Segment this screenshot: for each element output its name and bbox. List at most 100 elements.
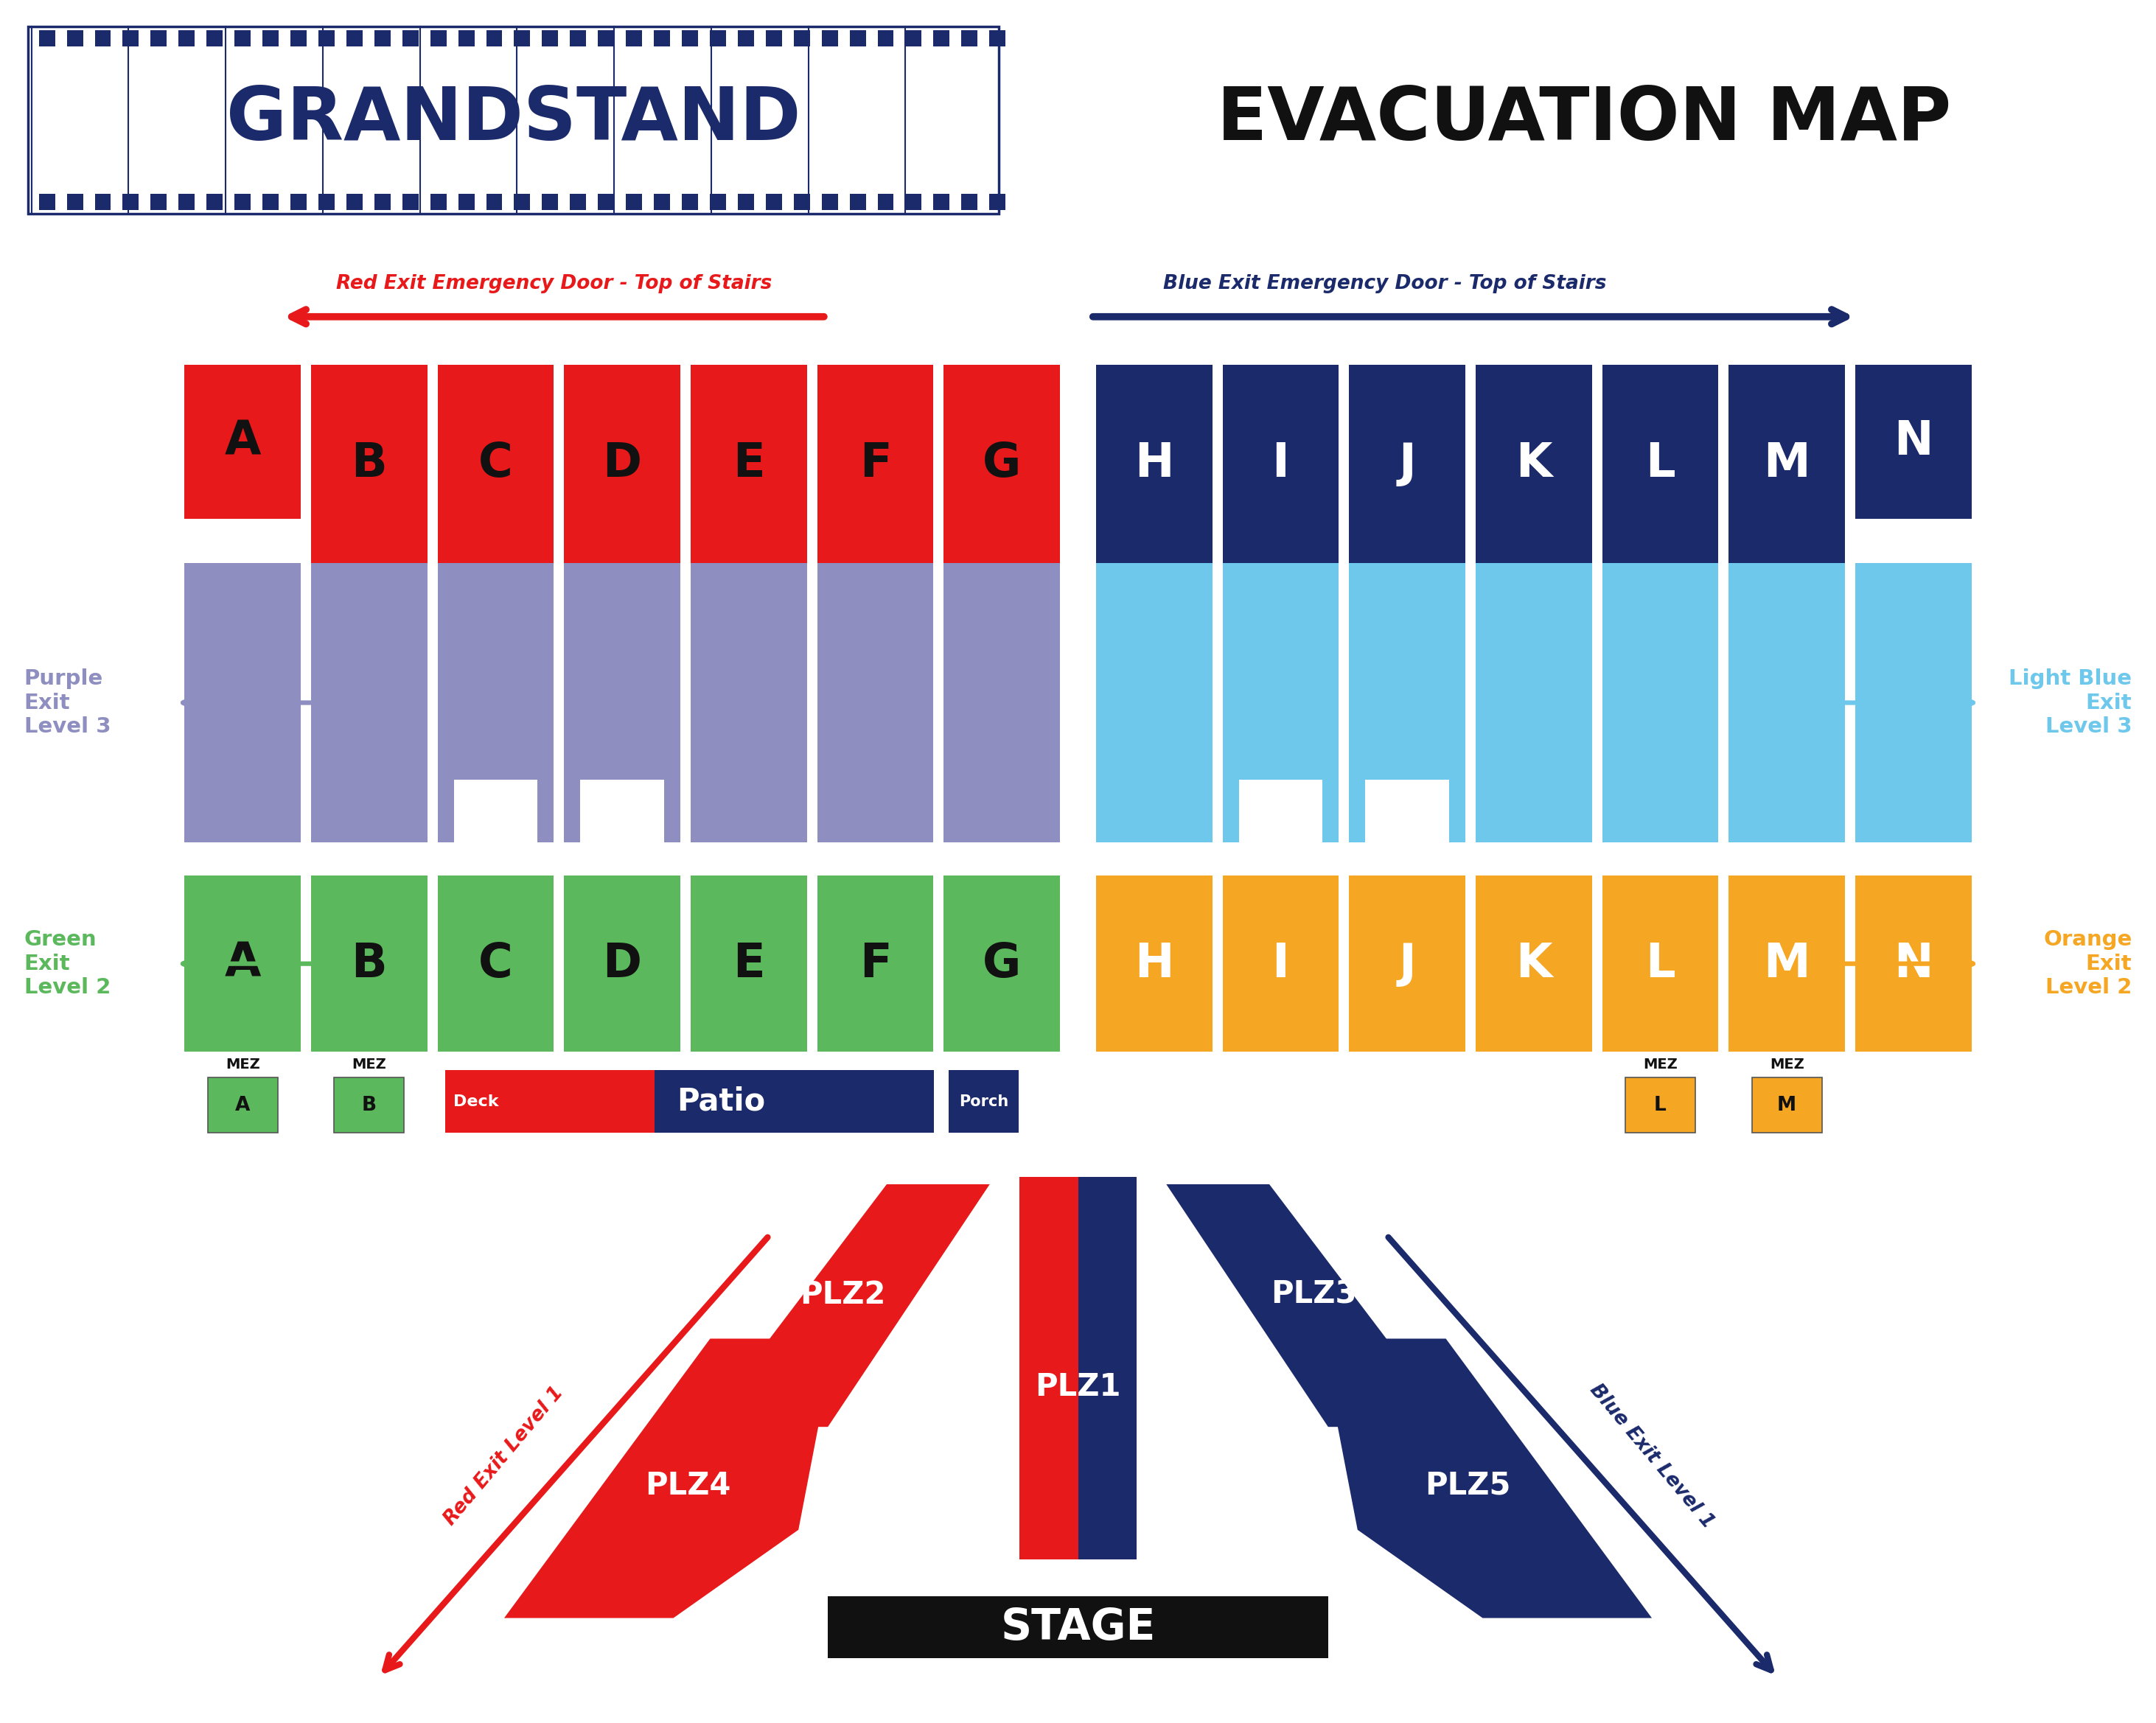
Bar bbox=[310, 875, 427, 1053]
Bar bbox=[625, 29, 642, 47]
Bar bbox=[690, 365, 806, 563]
Bar bbox=[207, 195, 222, 210]
Bar bbox=[597, 195, 614, 210]
Bar bbox=[1240, 781, 1322, 843]
Bar bbox=[949, 1070, 1020, 1132]
Bar bbox=[1350, 563, 1466, 843]
Bar bbox=[67, 29, 82, 47]
Bar bbox=[179, 29, 194, 47]
Text: A: A bbox=[235, 1096, 250, 1115]
Bar bbox=[263, 29, 278, 47]
Text: Light Blue
Exit
Level 3: Light Blue Exit Level 3 bbox=[2009, 669, 2132, 737]
Bar bbox=[95, 29, 110, 47]
Text: J: J bbox=[1399, 941, 1416, 987]
Bar bbox=[179, 195, 194, 210]
Bar bbox=[737, 195, 755, 210]
Text: E: E bbox=[733, 441, 765, 486]
Bar bbox=[185, 365, 300, 519]
Bar bbox=[375, 29, 390, 47]
Bar bbox=[431, 195, 446, 210]
Bar bbox=[507, 1070, 655, 1132]
Bar bbox=[438, 365, 554, 563]
Text: H: H bbox=[1134, 941, 1173, 987]
Bar bbox=[95, 195, 110, 210]
Bar bbox=[207, 29, 222, 47]
Text: Deck: Deck bbox=[453, 1094, 498, 1110]
Bar bbox=[681, 195, 699, 210]
Bar bbox=[1626, 1077, 1695, 1132]
Bar bbox=[207, 1077, 278, 1132]
Bar bbox=[625, 195, 642, 210]
Text: MEZ: MEZ bbox=[226, 1058, 261, 1072]
Text: B: B bbox=[351, 941, 388, 987]
Bar bbox=[1602, 563, 1718, 843]
Bar bbox=[765, 195, 783, 210]
Bar bbox=[438, 875, 554, 1053]
Text: K: K bbox=[1516, 441, 1552, 486]
Bar bbox=[185, 875, 300, 1053]
Bar bbox=[444, 1070, 507, 1132]
Bar bbox=[944, 875, 1061, 1053]
Bar bbox=[347, 29, 362, 47]
Text: EVACUATION MAP: EVACUATION MAP bbox=[1216, 84, 1951, 155]
Bar bbox=[310, 365, 427, 563]
Bar bbox=[1856, 365, 1971, 519]
Text: K: K bbox=[1516, 941, 1552, 987]
Bar bbox=[944, 365, 1061, 563]
Polygon shape bbox=[703, 1184, 990, 1427]
Bar bbox=[1602, 875, 1718, 1053]
Bar bbox=[944, 563, 1061, 843]
Text: D: D bbox=[604, 941, 642, 987]
Bar bbox=[1729, 365, 1846, 563]
Bar bbox=[1095, 563, 1212, 843]
Bar bbox=[709, 195, 727, 210]
Polygon shape bbox=[505, 1339, 834, 1618]
Bar bbox=[185, 563, 300, 843]
Bar bbox=[765, 29, 783, 47]
Text: A: A bbox=[224, 941, 261, 987]
Bar bbox=[906, 195, 921, 210]
Bar bbox=[569, 195, 586, 210]
Bar bbox=[1095, 875, 1212, 1053]
Bar bbox=[459, 195, 474, 210]
Bar bbox=[1729, 563, 1846, 843]
Bar bbox=[347, 195, 362, 210]
Text: H: H bbox=[1134, 441, 1173, 486]
Bar bbox=[1753, 1077, 1822, 1132]
Bar bbox=[1475, 563, 1591, 843]
Text: M: M bbox=[1777, 1096, 1796, 1115]
Bar bbox=[1475, 365, 1591, 563]
Text: PLZ2: PLZ2 bbox=[800, 1278, 886, 1309]
Text: N: N bbox=[1893, 419, 1934, 465]
Text: PLZ5: PLZ5 bbox=[1425, 1470, 1511, 1501]
Bar bbox=[291, 195, 306, 210]
Bar bbox=[513, 195, 530, 210]
Bar bbox=[817, 563, 934, 843]
Bar bbox=[817, 875, 934, 1053]
Bar bbox=[1729, 875, 1846, 1053]
Bar bbox=[403, 29, 418, 47]
Bar bbox=[459, 29, 474, 47]
Text: I: I bbox=[1272, 941, 1289, 987]
Text: Green
Exit
Level 2: Green Exit Level 2 bbox=[24, 929, 110, 998]
Text: PLZ4: PLZ4 bbox=[645, 1470, 731, 1501]
Text: MEZ: MEZ bbox=[1643, 1058, 1677, 1072]
Bar bbox=[235, 29, 250, 47]
Text: MEZ: MEZ bbox=[351, 1058, 386, 1072]
Bar bbox=[906, 29, 921, 47]
Bar bbox=[1602, 365, 1718, 563]
Text: Blue Exit Emergency Door - Top of Stairs: Blue Exit Emergency Door - Top of Stairs bbox=[1164, 274, 1606, 293]
Text: Red Exit Emergency Door - Top of Stairs: Red Exit Emergency Door - Top of Stairs bbox=[336, 274, 772, 293]
Bar bbox=[1222, 563, 1339, 843]
Text: L: L bbox=[1645, 441, 1675, 486]
Text: B: B bbox=[362, 1096, 377, 1115]
Text: MEZ: MEZ bbox=[1770, 1058, 1805, 1072]
Text: M: M bbox=[1764, 941, 1811, 987]
Bar bbox=[1856, 875, 1971, 1053]
Bar bbox=[1222, 875, 1339, 1053]
Text: Red Exit Level 1: Red Exit Level 1 bbox=[440, 1384, 567, 1530]
Bar bbox=[877, 195, 895, 210]
Bar bbox=[1078, 1177, 1136, 1559]
Text: E: E bbox=[733, 941, 765, 987]
Bar bbox=[151, 29, 166, 47]
